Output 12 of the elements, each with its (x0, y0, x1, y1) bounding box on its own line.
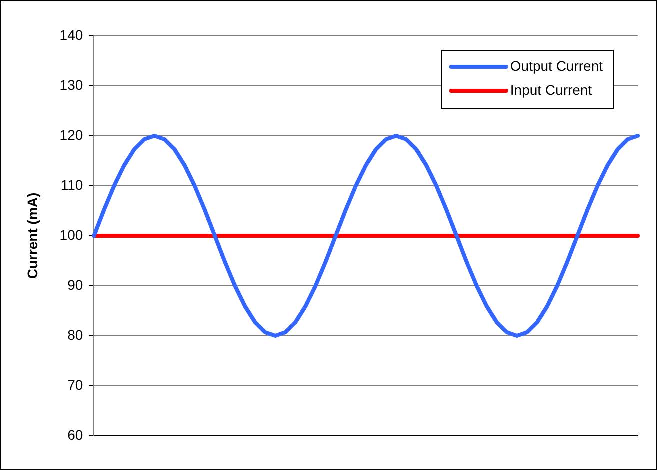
y-tick-label: 100 (60, 226, 84, 243)
y-tick-label: 140 (60, 26, 84, 43)
legend-label: Input Current (510, 82, 592, 98)
y-tick-label: 120 (60, 126, 84, 143)
y-axis-title: Current (mA) (24, 192, 40, 280)
y-tick-label: 80 (68, 326, 84, 343)
y-tick-label: 60 (68, 426, 84, 443)
y-tick-label: 110 (60, 176, 84, 193)
legend-label: Output Current (510, 58, 604, 74)
y-tick-label: 70 (68, 376, 84, 393)
y-tick-label: 130 (60, 76, 84, 93)
y-tick-label: 90 (68, 276, 84, 293)
